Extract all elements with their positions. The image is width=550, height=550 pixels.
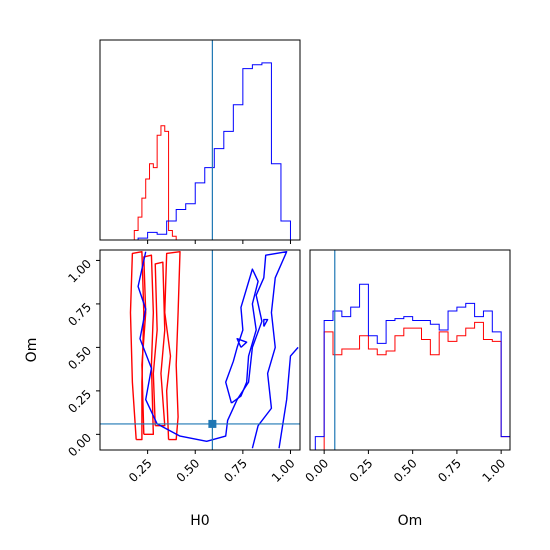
contour-0-1 (164, 251, 181, 441)
om-xtick-label-0: 0.00 (302, 456, 331, 485)
joint-frame (99, 249, 301, 451)
contour-1-1 (225, 268, 259, 404)
joint-contours (129, 251, 299, 449)
h0-axis-label: H0 (190, 513, 209, 529)
h0-hist-frame (99, 39, 301, 241)
joint-ytick-label-4: 1.00 (65, 257, 94, 286)
contour-1-0 (137, 251, 288, 449)
joint-xtick-label-3: 1.00 (269, 456, 298, 485)
contour-0-2 (141, 254, 155, 436)
joint-truth-marker (208, 419, 217, 428)
contour-1-3 (263, 318, 269, 327)
joint-xtick-label-2: 0.75 (221, 456, 250, 485)
joint-xtick-label-1: 0.50 (174, 456, 203, 485)
joint-ytick-label-3: 0.75 (65, 300, 94, 329)
hist-series-0 (315, 321, 511, 451)
om-xtick-label-4: 1.00 (479, 456, 508, 485)
joint-ytick-label-1: 0.25 (65, 387, 94, 416)
contour-0-3 (152, 261, 166, 427)
om-xtick-label-3: 0.75 (435, 456, 464, 485)
om-y-axis-label: Om (24, 338, 40, 363)
hist-series-0 (133, 125, 177, 240)
contour-0-0 (129, 251, 145, 441)
contour-1-4 (278, 346, 299, 449)
om-hist-frame (309, 249, 511, 451)
hist-series-1 (137, 62, 291, 240)
joint-ytick-label-0: 0.00 (65, 431, 94, 460)
om-histogram-panel: 0.00 0.25 0.50 0.75 1.00 (302, 249, 511, 485)
om-axis-label: Om (398, 513, 423, 529)
om-xtick-label-2: 0.50 (391, 456, 420, 485)
contour-1-2 (236, 337, 248, 348)
h0-histogram-panel (99, 39, 301, 244)
joint-contour-panel: 0.25 0.50 0.75 1.00 0.00 0.25 0.50 0.75 1.00 (65, 249, 301, 485)
om-xtick-label-1: 0.25 (347, 456, 376, 485)
joint-ytick-label-2: 0.50 (65, 344, 94, 373)
joint-xtick-label-0: 0.25 (126, 456, 155, 485)
hist-series-1 (314, 283, 511, 450)
